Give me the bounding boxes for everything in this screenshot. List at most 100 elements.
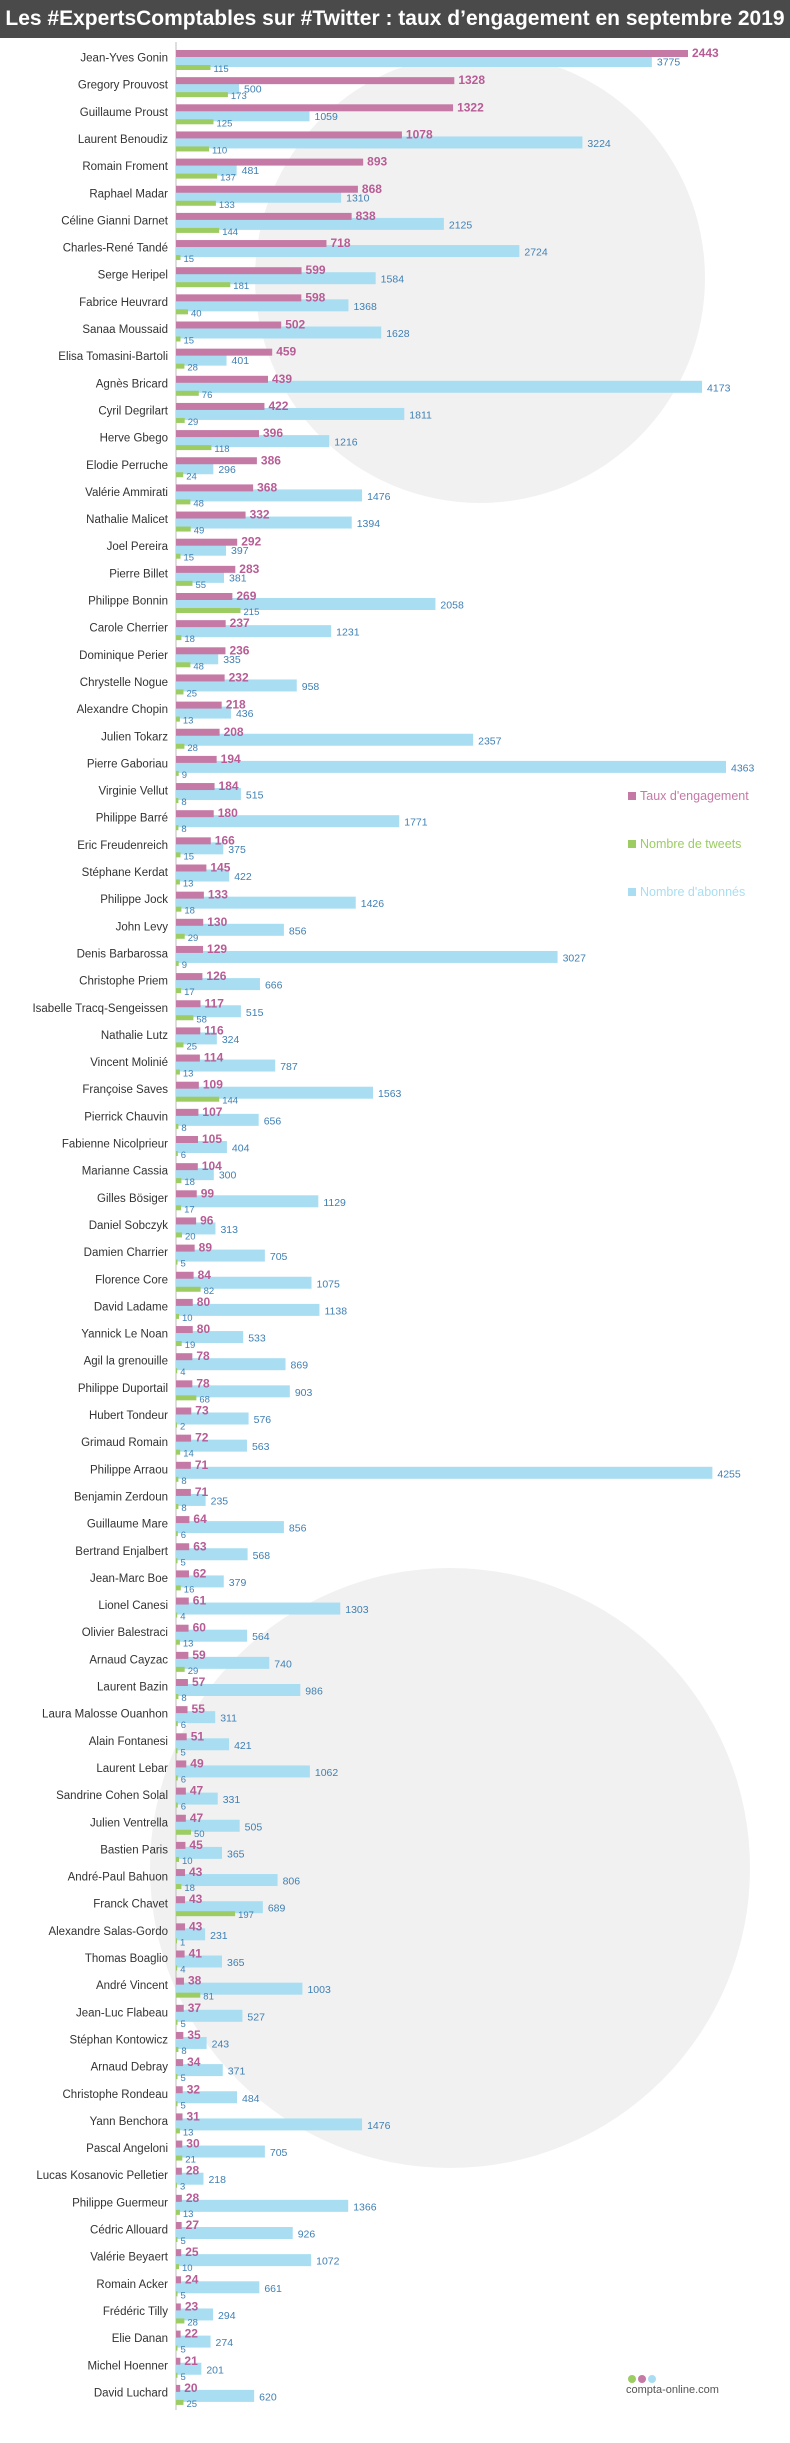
- value-label-tweets-julien-tokarz: 28: [187, 743, 198, 754]
- bar-tweets-jean-luc-flabeau: [176, 2019, 178, 2025]
- data-row-agil-la-grenouille: Agil la grenouille 78 869 4: [84, 1349, 309, 1378]
- value-label-engagement-elisa-tomasini-bartoli: 459: [276, 345, 296, 359]
- bar-tweets-herve-gbego: [176, 445, 212, 451]
- value-label-engagement-philippe-guermeur: 28: [186, 2191, 200, 2205]
- data-row-sanaa-moussaid: Sanaa Moussaid 502 1628 15: [82, 318, 409, 347]
- value-label-tweets-florence-core: 82: [204, 1286, 215, 1297]
- data-row-bastien-paris: Bastien Paris 45 365 10: [100, 1838, 244, 1867]
- bar-tweets-isabelle-tracq-sengeissen: [176, 1015, 194, 1021]
- category-label-laurent-lebar: Laurent Lebar: [96, 1763, 168, 1775]
- bar-engagement-eric-freudenreich: [176, 837, 211, 845]
- value-label-engagement-nathalie-lutz: 116: [204, 1023, 224, 1037]
- chart-legend: Taux d'engagement Nombre de tweets Nombre …: [628, 789, 749, 899]
- value-label-abonnes-agnes-bricard: 4173: [707, 382, 731, 394]
- bar-engagement-guillaume-mare: [176, 1516, 190, 1524]
- category-label-lionel-canesi: Lionel Canesi: [98, 1600, 168, 1612]
- category-label-joel-pereira: Joel Pereira: [107, 541, 169, 553]
- data-row-guillaume-mare: Guillaume Mare 64 856 6: [87, 1512, 307, 1541]
- bar-tweets-gregory-prouvost: [176, 92, 228, 98]
- legend-swatch-nombre-de-tweets: [628, 840, 636, 848]
- category-label-gilles-bosiger: Gilles Bösiger: [97, 1193, 168, 1205]
- data-row-grimaud-romain: Grimaud Romain 72 563 14: [81, 1431, 270, 1460]
- bar-engagement-bertrand-enjalbert: [176, 1543, 190, 1551]
- value-label-engagement-philippe-bonnin: 269: [236, 589, 256, 603]
- value-label-engagement-philippe-barre: 180: [218, 806, 238, 820]
- bar-engagement-pierre-gaboriau: [176, 755, 217, 763]
- category-label-raphael-madar: Raphael Madar: [89, 188, 168, 200]
- bar-tweets-gilles-bosiger: [176, 1205, 182, 1211]
- bar-tweets-philippe-guermeur: [176, 2209, 180, 2215]
- value-label-tweets-francoise-saves: 144: [222, 1096, 238, 1107]
- data-row-vincent-molinie: Vincent Molinié 114 787 13: [90, 1051, 298, 1080]
- value-label-tweets-david-luchard: 25: [187, 2399, 198, 2410]
- value-label-engagement-nathalie-malicet: 332: [250, 508, 270, 522]
- bar-tweets-florence-core: [176, 1286, 201, 1292]
- value-label-tweets-philippe-arraou: 8: [181, 1476, 186, 1487]
- value-label-tweets-lucas-kosanovic-pelletier: 3: [180, 2182, 185, 2193]
- value-label-abonnes-laura-malosse-ouanhon: 311: [220, 1713, 237, 1725]
- bar-abonnes-olivier-balestraci: [176, 1629, 248, 1642]
- value-label-tweets-chrystelle-nogue: 25: [187, 688, 198, 699]
- value-label-engagement-daniel-sobczyk: 96: [200, 1213, 214, 1227]
- value-label-engagement-vincent-molinie: 114: [204, 1051, 224, 1065]
- category-label-valerie-ammirati: Valérie Ammirati: [85, 487, 168, 499]
- value-label-abonnes-julien-tokarz: 2357: [478, 735, 502, 747]
- value-label-abonnes-philippe-duportail: 903: [295, 1387, 313, 1399]
- category-label-david-luchard: David Luchard: [94, 2387, 168, 2399]
- data-row-julien-ventrella: Julien Ventrella 47 505 50: [90, 1811, 262, 1840]
- data-row-pascal-angeloni: Pascal Angeloni 30 705 21: [86, 2137, 287, 2166]
- bar-abonnes-philippe-barre: [176, 815, 400, 828]
- bar-abonnes-fabienne-nicolprieur: [176, 1141, 227, 1153]
- value-label-tweets-valerie-beyaert: 10: [182, 2263, 193, 2274]
- value-label-tweets-isabelle-tracq-sengeissen: 58: [196, 1014, 207, 1025]
- category-label-thomas-boaglio: Thomas Boaglio: [85, 1953, 168, 1965]
- data-row-andre-paul-bahuon: André-Paul Bahuon 43 806 18: [68, 1865, 301, 1894]
- bar-tweets-fabienne-nicolprieur: [176, 1151, 178, 1156]
- value-label-abonnes-gregory-prouvost: 500: [244, 84, 262, 96]
- bar-tweets-frederic-tilly: [176, 2318, 185, 2324]
- bar-abonnes-laurent-benoudiz: [176, 136, 583, 149]
- value-label-abonnes-christophe-rondeau: 484: [242, 2093, 260, 2105]
- value-label-engagement-elodie-perruche: 386: [261, 453, 281, 467]
- value-label-tweets-guillaume-mare: 6: [181, 1530, 186, 1541]
- data-row-laura-malosse-ouanhon: Laura Malosse Ouanhon 55 311 6: [42, 1702, 237, 1731]
- data-row-pierrick-chauvin: Pierrick Chauvin 107 656 8: [84, 1105, 281, 1134]
- category-label-andre-paul-bahuon: André-Paul Bahuon: [68, 1872, 168, 1884]
- value-label-tweets-herve-gbego: 118: [214, 444, 229, 455]
- value-label-engagement-fabienne-nicolprieur: 105: [202, 1132, 222, 1146]
- category-label-pierre-billet: Pierre Billet: [109, 568, 169, 580]
- value-label-engagement-jean-marc-boe: 62: [193, 1566, 207, 1580]
- data-row-philippe-duportail: Philippe Duportail 78 903 68: [78, 1376, 313, 1405]
- bar-abonnes-thomas-boaglio: [176, 1955, 223, 1968]
- value-label-engagement-sandrine-cohen-solal: 47: [190, 1784, 204, 1798]
- bar-tweets-nathalie-malicet: [176, 526, 191, 532]
- value-label-tweets-grimaud-romain: 14: [183, 1449, 194, 1460]
- bar-abonnes-philippe-guermeur: [176, 2199, 349, 2212]
- category-label-andre-vincent: André Vincent: [96, 1980, 169, 1992]
- bar-engagement-vincent-molinie: [176, 1054, 200, 1062]
- value-label-tweets-john-levy: 29: [188, 933, 199, 944]
- value-label-engagement-charles-rene-tande: 718: [330, 236, 350, 250]
- bar-abonnes-julien-tokarz: [176, 733, 474, 746]
- bar-tweets-sanaa-moussaid: [176, 336, 181, 342]
- value-label-abonnes-jean-yves-gonin: 3775: [657, 57, 681, 69]
- data-row-yann-benchora: Yann Benchora 31 1476 13: [90, 2109, 391, 2138]
- bar-engagement-frederic-tilly: [176, 2303, 181, 2311]
- value-label-tweets-gregory-prouvost: 173: [231, 91, 247, 102]
- bar-engagement-grimaud-romain: [176, 1434, 192, 1442]
- bar-tweets-pierrick-chauvin: [176, 1123, 179, 1129]
- value-label-abonnes-grimaud-romain: 563: [252, 1441, 270, 1453]
- bar-engagement-philippe-barre: [176, 810, 214, 818]
- value-label-abonnes-stephane-kerdat: 422: [234, 871, 252, 883]
- value-label-tweets-romain-froment: 137: [220, 173, 236, 184]
- value-label-abonnes-fabienne-nicolprieur: 404: [232, 1143, 250, 1155]
- value-label-engagement-franck-chavet: 43: [189, 1892, 203, 1906]
- value-label-engagement-alexandre-salas-gordo: 43: [189, 1919, 203, 1933]
- data-row-bertrand-enjalbert: Bertrand Enjalbert 63 568 5: [75, 1539, 270, 1568]
- value-label-engagement-raphael-madar: 868: [362, 182, 382, 196]
- page-title: Les #ExpertsComptables sur #Twitter : ta…: [0, 0, 790, 38]
- value-label-engagement-valerie-ammirati: 368: [257, 480, 277, 494]
- category-label-eric-freudenreich: Eric Freudenreich: [77, 840, 168, 852]
- bar-tweets-raphael-madar: [176, 200, 216, 206]
